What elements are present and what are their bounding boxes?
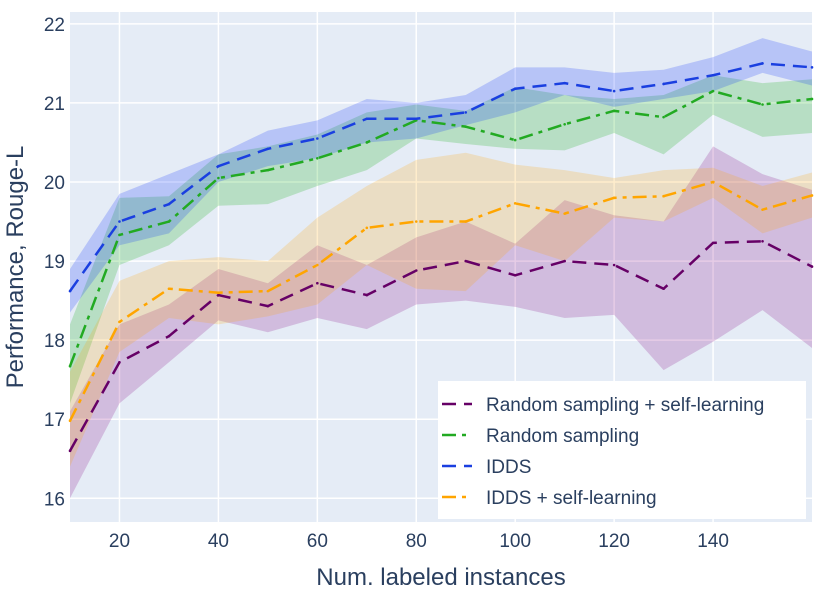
data-point: [563, 259, 566, 263]
data-point: [563, 212, 566, 215]
data-point: [464, 220, 468, 223]
data-point: [266, 289, 270, 293]
data-point: [612, 89, 616, 93]
data-point: [711, 89, 715, 93]
data-point: [513, 87, 517, 90]
x-tick-label: 120: [598, 531, 630, 552]
data-point: [365, 293, 369, 297]
data-point: [810, 265, 814, 268]
y-axis-title: Performance, Rouge-L: [2, 146, 29, 389]
x-tick-label: 80: [406, 531, 427, 552]
data-point: [810, 97, 814, 101]
data-point: [414, 117, 418, 121]
data-point: [266, 147, 270, 151]
legend-label: IDDS + self-learning: [486, 488, 657, 509]
data-point: [761, 240, 764, 243]
x-tick-label: 140: [697, 531, 729, 552]
line-series-3: [68, 62, 813, 292]
data-point: [68, 364, 72, 368]
data-point: [68, 289, 72, 293]
y-tick-label: 22: [44, 15, 65, 36]
data-point: [414, 220, 418, 223]
band-series-1: [70, 146, 812, 499]
data-point: [316, 137, 319, 140]
data-point: [612, 109, 616, 113]
data-point: [316, 156, 319, 160]
legend-label: IDDS: [486, 457, 531, 478]
y-tick-label: 19: [44, 252, 65, 273]
data-point: [761, 208, 764, 211]
data-point: [217, 164, 220, 168]
data-point: [266, 168, 270, 172]
data-point: [513, 202, 517, 205]
y-tick-labels: 16 17 18 19 20 21 22: [44, 15, 65, 510]
data-point: [217, 293, 220, 297]
data-point: [711, 180, 715, 184]
data-point: [167, 287, 171, 291]
data-point: [217, 291, 220, 294]
data-point: [167, 220, 171, 223]
data-point: [464, 125, 468, 128]
data-point: [118, 360, 121, 364]
band-series-2: [70, 75, 812, 404]
data-point: [316, 263, 319, 267]
data-point: [662, 115, 665, 119]
data-point: [662, 82, 665, 86]
line-series-4: [68, 180, 813, 422]
data-point: [217, 176, 220, 180]
x-tick-label: 60: [307, 531, 328, 552]
data-point: [761, 62, 764, 65]
band-series-4: [70, 152, 812, 467]
data-point: [365, 141, 369, 144]
data-point: [464, 111, 468, 114]
data-point: [513, 274, 517, 277]
data-point: [711, 241, 715, 245]
data-point: [68, 419, 72, 423]
data-point: [316, 281, 319, 285]
x-tick-label: 100: [499, 531, 531, 552]
data-point: [118, 220, 121, 223]
y-tick-label: 20: [44, 173, 65, 194]
x-tick-label: 40: [208, 531, 229, 552]
gridlines: [70, 12, 812, 522]
data-point: [513, 138, 517, 142]
data-point: [414, 269, 418, 272]
legend-box: [438, 381, 806, 519]
legend: Random sampling + self-learning Random sa…: [438, 381, 806, 519]
data-point: [365, 226, 369, 230]
data-point: [711, 73, 715, 77]
legend-label: Random sampling + self-learning: [486, 395, 764, 416]
y-tick-label: 17: [44, 410, 65, 431]
data-point: [167, 334, 171, 338]
data-point: [612, 196, 616, 200]
legend-label: Random sampling: [486, 426, 639, 447]
data-point: [612, 263, 616, 267]
data-point: [464, 259, 468, 263]
band-series-3: [70, 38, 812, 313]
x-axis-title: Num. labeled instances: [316, 564, 565, 591]
y-tick-label: 16: [44, 489, 65, 510]
data-point: [118, 233, 121, 237]
data-point: [365, 117, 369, 121]
data-point: [68, 449, 72, 453]
data-point: [662, 287, 665, 291]
y-tick-label: 21: [44, 94, 65, 115]
x-tick-labels: 20 40 60 80 100 120 140: [109, 531, 729, 552]
series-lines: [68, 62, 814, 453]
data-point: [563, 81, 566, 85]
data-point: [761, 103, 764, 106]
data-point: [810, 194, 814, 197]
data-point: [563, 122, 566, 126]
line-series-1: [68, 240, 813, 452]
data-point: [266, 304, 270, 308]
data-point: [662, 194, 665, 198]
confidence-bands: [70, 38, 812, 499]
line-series-2: [68, 89, 813, 367]
data-point: [167, 202, 171, 206]
x-tick-label: 20: [109, 531, 130, 552]
data-point: [810, 66, 814, 69]
y-tick-label: 18: [44, 331, 65, 352]
data-point: [118, 320, 121, 324]
